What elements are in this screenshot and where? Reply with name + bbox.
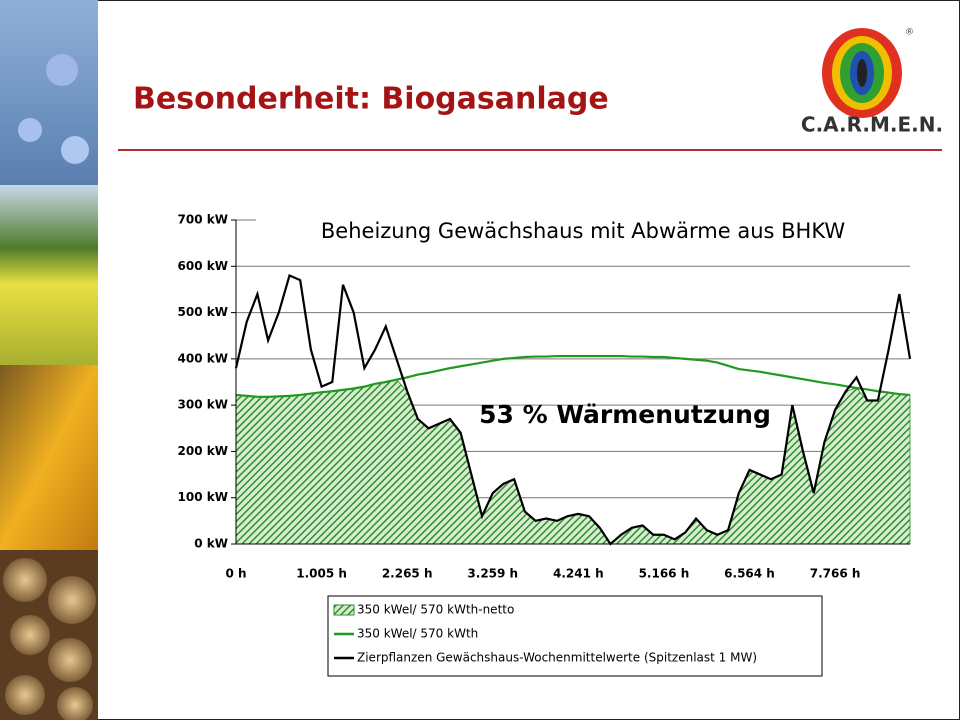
chart-title: Beheizung Gewächshaus mit Abwärme aus BH… [321,219,845,243]
legend-label: 350 kWel/ 570 kWth-netto [357,603,514,617]
legend-label: Zierpflanzen Gewächshaus-Wochenmittelwer… [357,651,757,665]
x-tick-label: 0 h [225,567,246,581]
x-tick-label: 2.265 h [382,567,433,581]
legend-swatch [334,605,354,615]
y-tick-label: 300 kW [178,398,228,412]
y-tick-label: 400 kW [178,351,228,365]
photo-strip [0,0,98,720]
logo-registered: ® [905,28,914,38]
x-tick-label: 3.259 h [467,567,518,581]
y-tick-label: 500 kW [178,305,228,319]
x-tick-label: 7.766 h [810,567,861,581]
logo-text: C.A.R.M.E.N. [801,113,943,137]
x-tick-label: 6.564 h [724,567,775,581]
y-tick-label: 100 kW [178,490,228,504]
x-tick-label: 1.005 h [296,567,347,581]
x-tick-label: 5.166 h [639,567,690,581]
slide-title: Besonderheit: Biogasanlage [133,82,609,117]
legend-label: 350 kWel/ 570 kWth [357,627,478,641]
y-tick-label: 700 kW [178,213,228,227]
x-tick-label: 4.241 h [553,567,604,581]
y-tick-label: 200 kW [178,444,228,458]
y-tick-label: 600 kW [178,259,228,273]
page: Besonderheit: Biogasanlage ® C.A.R.M.E.N… [0,0,960,724]
y-tick-label: 0 kW [194,537,228,551]
annotation: 53 % Wärmenutzung [479,400,771,429]
slide: Besonderheit: Biogasanlage ® C.A.R.M.E.N… [0,0,960,720]
